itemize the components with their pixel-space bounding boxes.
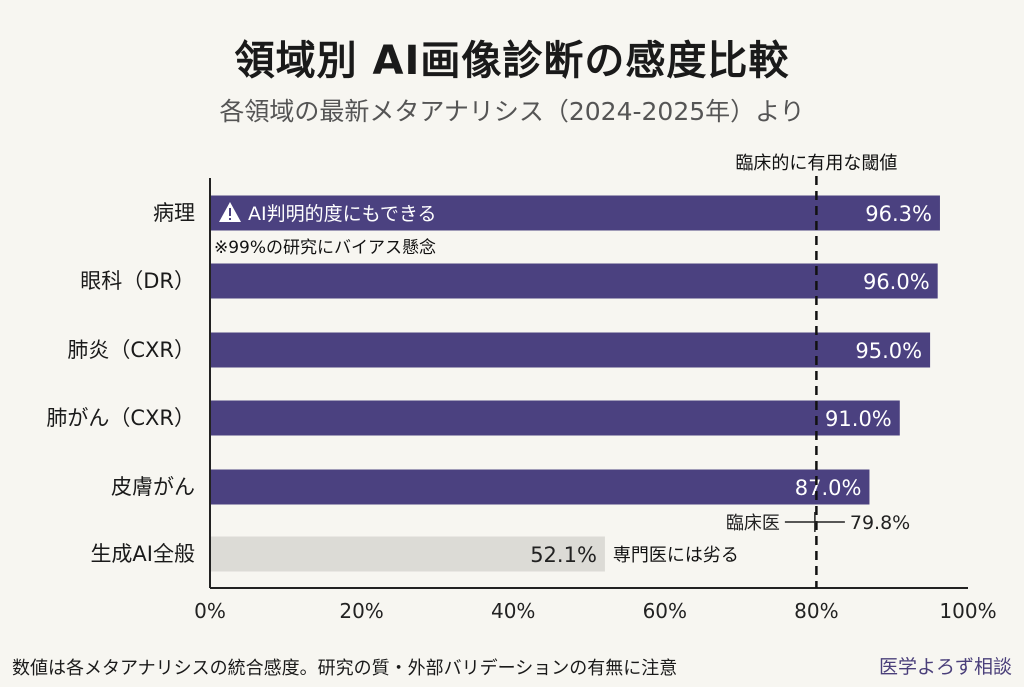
data-label: 91.0% — [825, 407, 892, 431]
clinician-value: 79.8% — [850, 512, 910, 534]
bar — [211, 332, 931, 368]
pathology-note: ※99%の研究にバイアス懸念 — [214, 237, 436, 258]
data-label: 96.0% — [863, 270, 930, 294]
x-tick-label: 100% — [939, 599, 996, 623]
x-tick-label: 20% — [339, 599, 383, 623]
page-subtitle: 各領域の最新メタアナリシス（2024-2025年）より — [219, 97, 805, 126]
brand-label: 医学よろず相談 — [878, 656, 1012, 678]
x-tick-label: 80% — [794, 599, 838, 623]
bar — [211, 536, 605, 572]
data-label: 96.3% — [865, 202, 932, 226]
category-label: 皮膚がん — [111, 475, 195, 499]
category-label: 生成AI全般 — [90, 542, 195, 566]
general-note: 専門医には劣る — [613, 545, 739, 566]
bar — [211, 400, 900, 436]
bar — [211, 469, 870, 505]
data-label: 87.0% — [795, 476, 862, 500]
page-title: 領域別 AI画像診断の感度比較 — [234, 38, 790, 84]
footnote: 数値は各メタアナリシスの統合感度。研究の質・外部バリデーションの有無に注意 — [12, 658, 678, 679]
clinician-label: 臨床医 — [726, 513, 780, 534]
category-label: 肺がん（CXR） — [46, 406, 195, 430]
category-label: 眼科（DR） — [80, 269, 195, 293]
category-label: 肺炎（CXR） — [67, 338, 195, 362]
data-label: 95.0% — [855, 339, 922, 363]
data-label: 52.1% — [530, 543, 597, 567]
x-tick-label: 0% — [194, 599, 226, 623]
x-tick-label: 60% — [643, 599, 687, 623]
x-tick-label: 40% — [491, 599, 535, 623]
category-label: 病理 — [153, 201, 195, 225]
bar — [211, 195, 940, 231]
warning-triangle-icon — [219, 202, 241, 222]
bar — [211, 263, 938, 299]
pathology-warning: AI判明的度にもできる — [248, 203, 436, 225]
threshold-label: 臨床的に有用な閾値 — [735, 153, 897, 174]
